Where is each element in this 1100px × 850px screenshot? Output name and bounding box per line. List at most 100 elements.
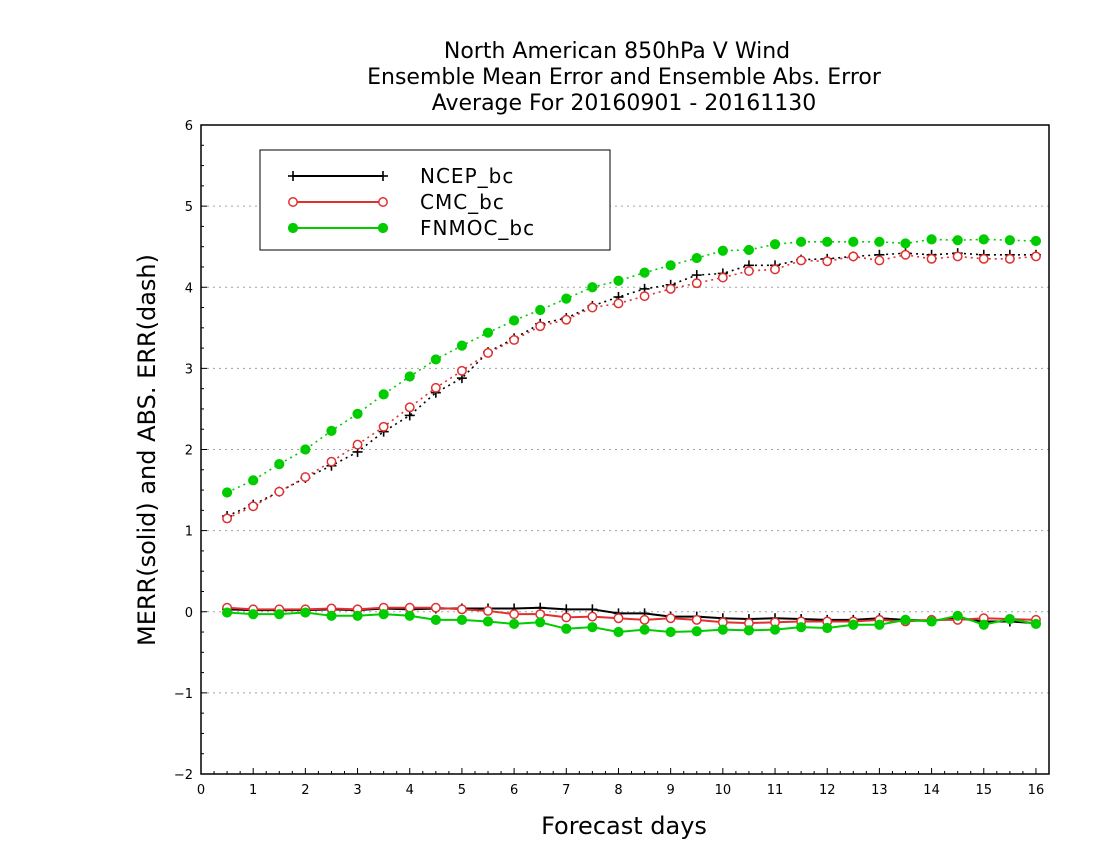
y-tick-label: −2 bbox=[174, 768, 193, 783]
point-abs-cmc-bc bbox=[456, 365, 467, 376]
series-fnmoc-bc bbox=[221, 234, 1042, 638]
x-tick-label: 15 bbox=[975, 783, 992, 798]
point-abs-fnmoc-bc bbox=[665, 260, 676, 271]
point-mean-fnmoc-bc bbox=[352, 610, 363, 621]
point-abs-cmc-bc bbox=[613, 298, 624, 309]
x-tick-label: 3 bbox=[353, 783, 361, 798]
x-axis-title: Forecast days bbox=[541, 812, 707, 840]
point-mean-fnmoc-bc bbox=[717, 624, 728, 635]
point-abs-cmc-bc bbox=[691, 278, 702, 289]
point-abs-fnmoc-bc bbox=[221, 487, 233, 498]
point-mean-fnmoc-bc bbox=[561, 623, 572, 634]
point-abs-cmc-bc bbox=[926, 253, 937, 264]
point-abs-cmc-bc bbox=[952, 251, 963, 262]
y-tick-label: −1 bbox=[174, 687, 193, 702]
point-mean-fnmoc-bc bbox=[978, 619, 989, 630]
y-tick-label: 5 bbox=[185, 200, 193, 215]
point-mean-cmc-bc bbox=[691, 614, 702, 625]
point-abs-cmc-bc bbox=[796, 255, 807, 266]
point-mean-cmc-bc bbox=[430, 602, 441, 613]
point-abs-cmc-bc bbox=[222, 513, 233, 524]
x-tick-label: 6 bbox=[510, 783, 518, 798]
point-abs-fnmoc-bc bbox=[848, 236, 859, 247]
series-ncep-bc bbox=[222, 248, 1041, 629]
point-abs-cmc-bc bbox=[483, 348, 493, 358]
chart-title-line-2: Ensemble Mean Error and Ensemble Abs. Er… bbox=[367, 65, 882, 90]
point-abs-cmc-bc bbox=[978, 253, 989, 264]
legend-item-cmc-bc: CMC_bc bbox=[288, 190, 505, 214]
point-mean-cmc-bc bbox=[587, 611, 598, 622]
point-abs-fnmoc-bc bbox=[639, 267, 650, 278]
point-mean-cmc-bc bbox=[483, 605, 493, 616]
point-abs-cmc-bc bbox=[404, 402, 415, 413]
y-tick-label: 4 bbox=[185, 281, 193, 296]
plot-area bbox=[221, 234, 1042, 638]
point-abs-fnmoc-bc bbox=[326, 425, 337, 436]
legend-label-cmc-bc: CMC_bc bbox=[420, 190, 505, 214]
point-mean-cmc-bc bbox=[509, 609, 520, 620]
x-axis: 0 1 2 3 4 5 6 7 8 9 10 11 12 13 14 15 16 bbox=[197, 768, 1050, 798]
y-tick-label: 6 bbox=[185, 119, 193, 134]
legend-marker-ncep-bc bbox=[288, 171, 298, 181]
x-tick-label: 5 bbox=[458, 783, 466, 798]
point-abs-fnmoc-bc bbox=[874, 236, 885, 247]
point-abs-cmc-bc bbox=[274, 486, 285, 497]
point-mean-fnmoc-bc bbox=[900, 614, 911, 625]
point-mean-fnmoc-bc bbox=[326, 610, 337, 621]
y-tick-label: 1 bbox=[185, 525, 193, 540]
chart-title-line-3: Average For 20160901 - 20161130 bbox=[432, 91, 817, 116]
point-abs-cmc-bc bbox=[430, 382, 441, 393]
y-tick-label: 2 bbox=[185, 444, 193, 459]
point-mean-fnmoc-bc bbox=[848, 619, 859, 630]
y-axis: −2 −1 0 1 2 3 4 5 6 bbox=[174, 119, 207, 783]
series-line-abs-cmc-bc bbox=[226, 253, 1037, 520]
x-tick-label: 0 bbox=[197, 783, 205, 798]
point-mean-cmc-bc bbox=[561, 612, 572, 623]
point-abs-fnmoc-bc bbox=[587, 282, 598, 293]
point-abs-cmc-bc bbox=[561, 314, 572, 325]
x-tick-label: 14 bbox=[923, 783, 940, 798]
point-mean-fnmoc-bc bbox=[456, 614, 468, 625]
point-mean-fnmoc-bc bbox=[509, 618, 520, 630]
point-abs-fnmoc-bc bbox=[743, 244, 755, 256]
point-abs-fnmoc-bc bbox=[248, 475, 259, 486]
x-tick-label: 7 bbox=[562, 783, 570, 798]
point-mean-fnmoc-bc bbox=[221, 607, 233, 618]
point-abs-fnmoc-bc bbox=[274, 459, 285, 470]
point-abs-cmc-bc bbox=[770, 264, 780, 275]
point-mean-cmc-bc bbox=[639, 614, 650, 625]
point-abs-cmc-bc bbox=[248, 501, 259, 512]
x-tick-label: 8 bbox=[614, 783, 622, 798]
x-tick-label: 10 bbox=[715, 783, 732, 798]
point-mean-fnmoc-bc bbox=[613, 626, 624, 638]
point-abs-cmc-bc bbox=[665, 283, 676, 294]
x-tick-label: 4 bbox=[406, 783, 414, 798]
point-abs-fnmoc-bc bbox=[952, 235, 963, 246]
series-line-abs-fnmoc-bc bbox=[226, 238, 1036, 494]
point-abs-fnmoc-bc bbox=[1004, 235, 1015, 246]
point-abs-fnmoc-bc bbox=[900, 238, 911, 249]
legend-box bbox=[259, 149, 611, 251]
point-mean-fnmoc-bc bbox=[769, 624, 781, 635]
point-abs-cmc-bc bbox=[300, 472, 311, 483]
point-mean-fnmoc-bc bbox=[639, 624, 650, 635]
legend-marker-ncep-bc bbox=[378, 171, 388, 181]
x-tick-label: 11 bbox=[767, 783, 784, 798]
point-abs-cmc-bc bbox=[1031, 251, 1041, 262]
point-mean-fnmoc-bc bbox=[274, 609, 285, 620]
point-mean-fnmoc-bc bbox=[874, 619, 885, 630]
point-mean-cmc-bc bbox=[613, 613, 624, 624]
point-abs-fnmoc-bc bbox=[978, 234, 989, 245]
point-abs-cmc-bc bbox=[874, 255, 885, 266]
series-cmc-bc bbox=[222, 249, 1041, 629]
point-mean-cmc-bc bbox=[404, 602, 415, 613]
legend-label-ncep-bc: NCEP_bc bbox=[420, 164, 514, 188]
point-abs-fnmoc-bc bbox=[352, 408, 363, 419]
x-tick-label: 16 bbox=[1028, 783, 1045, 798]
point-mean-cmc-bc bbox=[535, 609, 546, 620]
point-abs-cmc-bc bbox=[639, 291, 650, 302]
point-abs-fnmoc-bc bbox=[509, 315, 520, 326]
chart-title-line-1: North American 850hPa V Wind bbox=[444, 39, 790, 64]
legend-marker-fnmoc-bc bbox=[377, 222, 389, 234]
